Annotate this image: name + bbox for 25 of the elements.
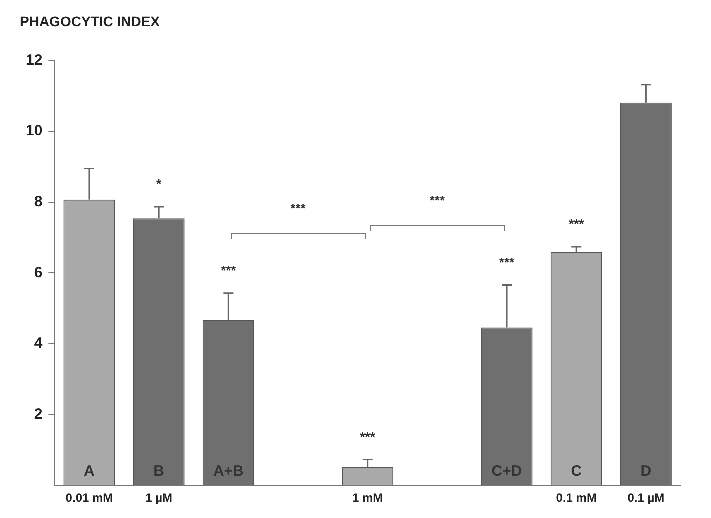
data-label: A+B	[213, 463, 244, 480]
annotation: ***	[290, 200, 307, 216]
y-axis-title: PHAGOCYTIC INDEX	[20, 13, 161, 30]
y-tick-label: 12	[26, 52, 43, 69]
data-label: A	[84, 463, 96, 480]
data-label: B	[154, 463, 165, 480]
x-tick-label: 0.1 mM	[556, 491, 597, 506]
x-tick-label: 1 mM	[352, 491, 384, 506]
x-tick-label: 0.01 mM	[66, 491, 114, 506]
y-tick-label: 2	[34, 406, 43, 423]
y-tick-label: 4	[34, 335, 44, 352]
y-tick-label: 6	[34, 264, 43, 282]
annotation: ***	[499, 254, 516, 270]
y-tick-label: 8	[34, 194, 43, 211]
x-tick-label: 0.1 µM	[628, 491, 665, 506]
annotation: ***	[430, 192, 446, 208]
annotation: *	[156, 176, 163, 192]
data-label: D	[640, 463, 652, 480]
y-tick-label: 10	[26, 122, 43, 140]
x-tick-label: 1 µM	[146, 491, 173, 506]
annotation: ***	[221, 262, 238, 278]
data-label: C+D	[492, 463, 522, 480]
data-label: C	[571, 463, 582, 480]
annotation: ***	[360, 429, 376, 444]
annotation: ***	[569, 216, 586, 232]
